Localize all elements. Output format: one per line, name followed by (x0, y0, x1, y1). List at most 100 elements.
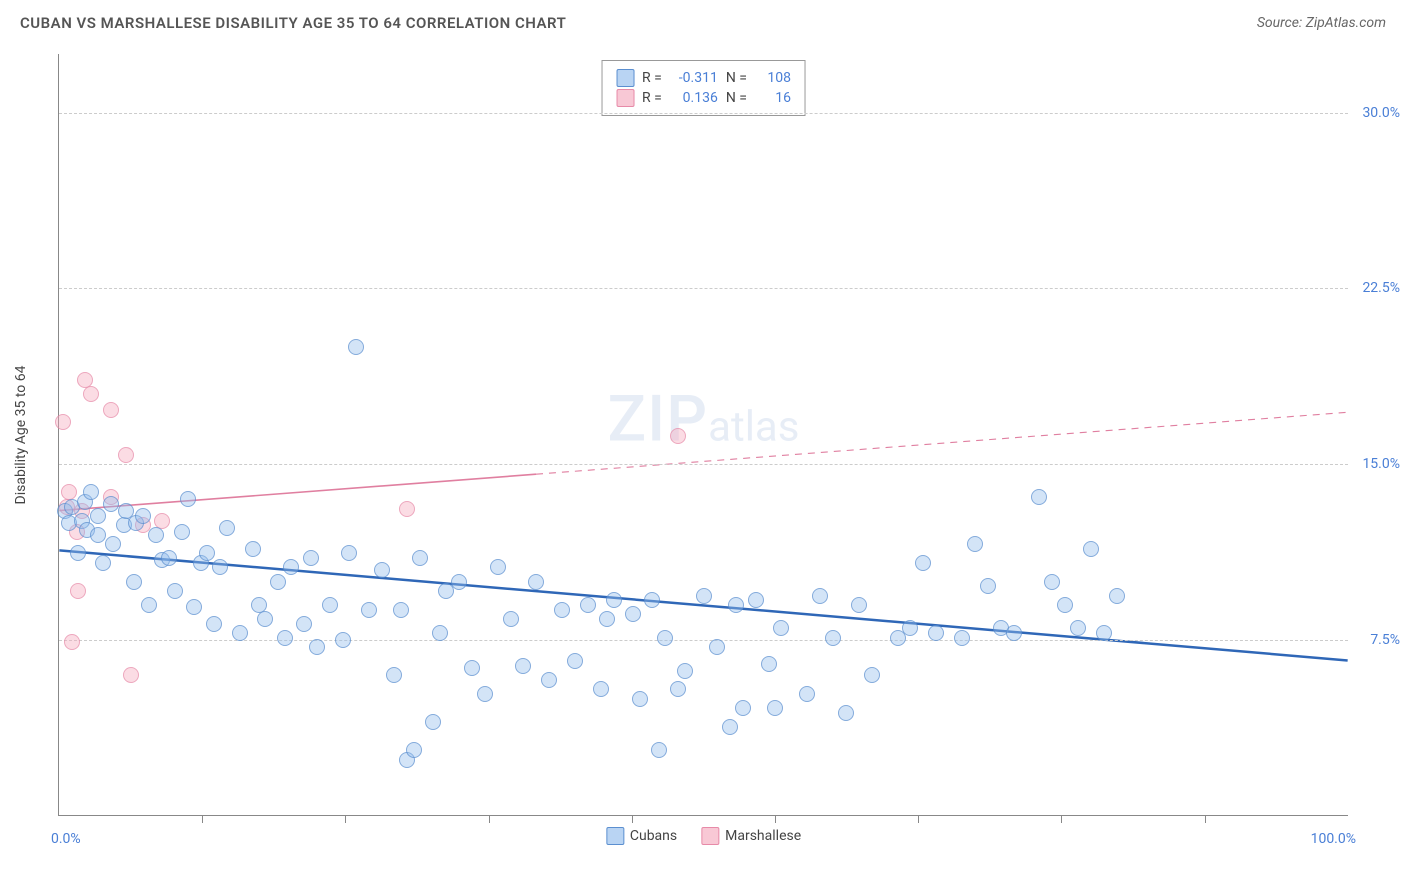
scatter-point (864, 667, 880, 683)
x-tick (202, 815, 203, 823)
scatter-point (606, 592, 622, 608)
scatter-point (528, 574, 544, 590)
scatter-point (393, 602, 409, 618)
gridline (59, 113, 1348, 114)
legend-swatch (616, 69, 634, 87)
scatter-point (670, 428, 686, 444)
scatter-point (761, 656, 777, 672)
scatter-point (126, 574, 142, 590)
scatter-point (902, 620, 918, 636)
scatter-point (735, 700, 751, 716)
x-tick (1205, 815, 1206, 823)
scatter-point (709, 639, 725, 655)
scatter-point (270, 574, 286, 590)
scatter-point (118, 447, 134, 463)
scatter-point (490, 559, 506, 575)
x-tick (775, 815, 776, 823)
scatter-point (838, 705, 854, 721)
x-axis-min-label: 0.0% (51, 831, 81, 847)
scatter-point (167, 583, 183, 599)
trend-lines (59, 54, 1348, 815)
scatter-point (632, 691, 648, 707)
gridline (59, 640, 1348, 641)
scatter-point (206, 616, 222, 632)
scatter-point (406, 742, 422, 758)
scatter-point (980, 578, 996, 594)
scatter-point (148, 527, 164, 543)
scatter-point (451, 574, 467, 590)
scatter-point (651, 742, 667, 758)
scatter-point (928, 625, 944, 641)
legend-swatch (606, 827, 624, 845)
scatter-point (1109, 588, 1125, 604)
scatter-point (135, 508, 151, 524)
y-tick-label: 15.0% (1362, 456, 1400, 472)
scatter-point (70, 583, 86, 599)
legend-label: Marshallese (725, 828, 801, 844)
scatter-point (541, 672, 557, 688)
scatter-point (812, 588, 828, 604)
scatter-point (283, 559, 299, 575)
scatter-point (644, 592, 660, 608)
scatter-chart: ZIPatlas R =-0.311N =108R =0.136N =16 Di… (58, 54, 1348, 816)
scatter-point (55, 414, 71, 430)
series-legend: Cubans Marshallese (606, 827, 801, 845)
gridline (59, 288, 1348, 289)
scatter-point (1096, 625, 1112, 641)
scatter-point (1006, 625, 1022, 641)
scatter-point (767, 700, 783, 716)
n-value: 16 (755, 90, 791, 106)
scatter-point (186, 599, 202, 615)
stats-row: R =-0.311N =108 (616, 69, 791, 87)
scatter-point (412, 550, 428, 566)
scatter-point (722, 719, 738, 735)
scatter-point (219, 520, 235, 536)
scatter-point (174, 524, 190, 540)
scatter-point (1083, 541, 1099, 557)
scatter-point (103, 496, 119, 512)
x-tick (489, 815, 490, 823)
scatter-point (277, 630, 293, 646)
scatter-point (728, 597, 744, 613)
scatter-point (83, 484, 99, 500)
x-axis-max-label: 100.0% (1311, 831, 1356, 847)
scatter-point (567, 653, 583, 669)
legend-swatch (701, 827, 719, 845)
scatter-point (141, 597, 157, 613)
x-tick (918, 815, 919, 823)
scatter-point (64, 634, 80, 650)
scatter-point (386, 667, 402, 683)
r-label: R = (642, 70, 662, 86)
scatter-point (657, 630, 673, 646)
n-value: 108 (755, 70, 791, 86)
legend-item: Marshallese (701, 827, 801, 845)
scatter-point (105, 536, 121, 552)
scatter-point (593, 681, 609, 697)
scatter-point (464, 660, 480, 676)
scatter-point (180, 491, 196, 507)
scatter-point (1031, 489, 1047, 505)
r-value: 0.136 (670, 90, 718, 106)
scatter-point (1057, 597, 1073, 613)
x-tick (345, 815, 346, 823)
scatter-point (1070, 620, 1086, 636)
legend-label: Cubans (630, 828, 677, 844)
correlation-stats-box: R =-0.311N =108R =0.136N =16 (601, 60, 806, 116)
y-tick-label: 30.0% (1362, 105, 1400, 121)
scatter-point (625, 606, 641, 622)
scatter-point (341, 545, 357, 561)
legend-item: Cubans (606, 827, 677, 845)
scatter-point (670, 681, 686, 697)
scatter-point (70, 545, 86, 561)
scatter-point (361, 602, 377, 618)
scatter-point (954, 630, 970, 646)
watermark: ZIPatlas (608, 382, 800, 457)
y-axis-title: Disability Age 35 to 64 (13, 365, 29, 504)
scatter-point (348, 339, 364, 355)
scatter-point (322, 597, 338, 613)
scatter-point (748, 592, 764, 608)
scatter-point (303, 550, 319, 566)
chart-source: Source: ZipAtlas.com (1257, 15, 1386, 31)
scatter-point (212, 559, 228, 575)
n-label: N = (726, 70, 747, 86)
